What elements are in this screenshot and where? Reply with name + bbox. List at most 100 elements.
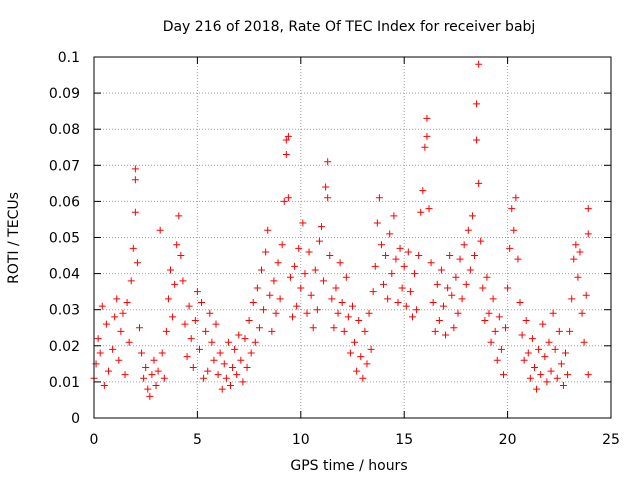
data-point: [218, 385, 226, 393]
data-point: [235, 331, 243, 339]
data-point: [272, 309, 280, 317]
data-point: [113, 295, 121, 303]
data-point: [216, 349, 224, 357]
data-point: [382, 252, 390, 260]
data-point: [541, 353, 549, 361]
data-point: [245, 317, 253, 325]
data-point: [557, 360, 565, 368]
data-point: [526, 374, 534, 382]
data-point: [398, 284, 406, 292]
data-point: [344, 313, 352, 321]
data-point: [510, 226, 518, 234]
data-point: [152, 382, 160, 390]
data-point: [475, 179, 483, 187]
data-point: [361, 327, 369, 335]
y-tick-label: 0: [71, 411, 80, 427]
data-point: [160, 374, 168, 382]
data-point: [202, 327, 210, 335]
data-point: [363, 360, 371, 368]
data-point: [460, 241, 468, 249]
data-point: [584, 205, 592, 213]
data-point: [138, 349, 146, 357]
data-point: [121, 371, 129, 379]
data-point: [156, 226, 164, 234]
data-point: [369, 288, 377, 296]
data-point: [520, 356, 528, 364]
y-tick-label: 0.06: [49, 194, 80, 210]
data-point: [278, 241, 286, 249]
data-point: [195, 345, 203, 353]
data-point: [394, 298, 402, 306]
data-point: [473, 136, 481, 144]
data-point: [282, 150, 290, 158]
data-point: [148, 371, 156, 379]
data-point: [313, 306, 321, 314]
y-tick-label: 0.07: [49, 158, 80, 174]
data-point: [189, 363, 197, 371]
data-point: [346, 349, 354, 357]
data-point: [365, 309, 373, 317]
data-point: [504, 284, 512, 292]
data-point: [578, 309, 586, 317]
data-point: [284, 132, 292, 140]
data-point: [576, 248, 584, 256]
data-point: [390, 212, 398, 220]
data-point: [317, 223, 325, 231]
data-point: [423, 132, 431, 140]
data-point: [349, 302, 356, 310]
data-point: [284, 194, 292, 202]
data-point: [129, 244, 137, 252]
data-point: [355, 317, 363, 325]
data-point: [204, 367, 212, 375]
data-point: [253, 284, 261, 292]
data-point: [187, 335, 195, 343]
data-point: [123, 298, 131, 306]
plot-frame: [93, 56, 612, 419]
data-point: [522, 317, 530, 325]
grid-lines: [94, 57, 611, 418]
data-point: [109, 345, 117, 353]
data-point: [146, 392, 154, 400]
data-point: [543, 378, 551, 386]
data-point: [171, 280, 179, 288]
data-point: [177, 252, 185, 260]
data-point: [135, 324, 143, 332]
data-point: [117, 327, 125, 335]
data-point: [444, 284, 452, 292]
data-point: [301, 270, 309, 278]
data-point: [150, 356, 158, 364]
data-point: [239, 378, 247, 386]
data-point: [131, 165, 139, 173]
data-point: [530, 363, 538, 371]
data-point: [200, 374, 208, 382]
data-point: [429, 298, 437, 306]
data-point: [307, 291, 315, 299]
data-point: [473, 100, 481, 108]
data-point: [404, 248, 412, 256]
data-point: [111, 313, 119, 321]
axes: 0 0.01 0.02 0.03 0.04 0.05 0.06 0.07 0.08 0.09 0.1…: [49, 50, 620, 448]
data-point: [162, 327, 170, 335]
data-point: [255, 324, 263, 332]
data-point: [212, 320, 220, 328]
data-point: [311, 266, 319, 274]
data-point: [408, 313, 416, 321]
data-point: [169, 313, 177, 321]
data-point: [183, 353, 191, 361]
data-point: [462, 280, 470, 288]
data-point: [547, 367, 555, 375]
data-point: [164, 295, 172, 303]
data-point: [167, 266, 175, 274]
data-point: [96, 349, 104, 357]
data-point: [353, 367, 361, 375]
data-point: [214, 371, 222, 379]
data-point: [293, 302, 301, 310]
data-point: [222, 374, 230, 382]
data-point: [309, 324, 317, 332]
data-point: [572, 241, 580, 249]
data-point: [119, 309, 127, 317]
data-point: [173, 241, 181, 249]
data-point: [456, 255, 464, 263]
data-point: [491, 327, 499, 335]
data-point: [224, 338, 232, 346]
